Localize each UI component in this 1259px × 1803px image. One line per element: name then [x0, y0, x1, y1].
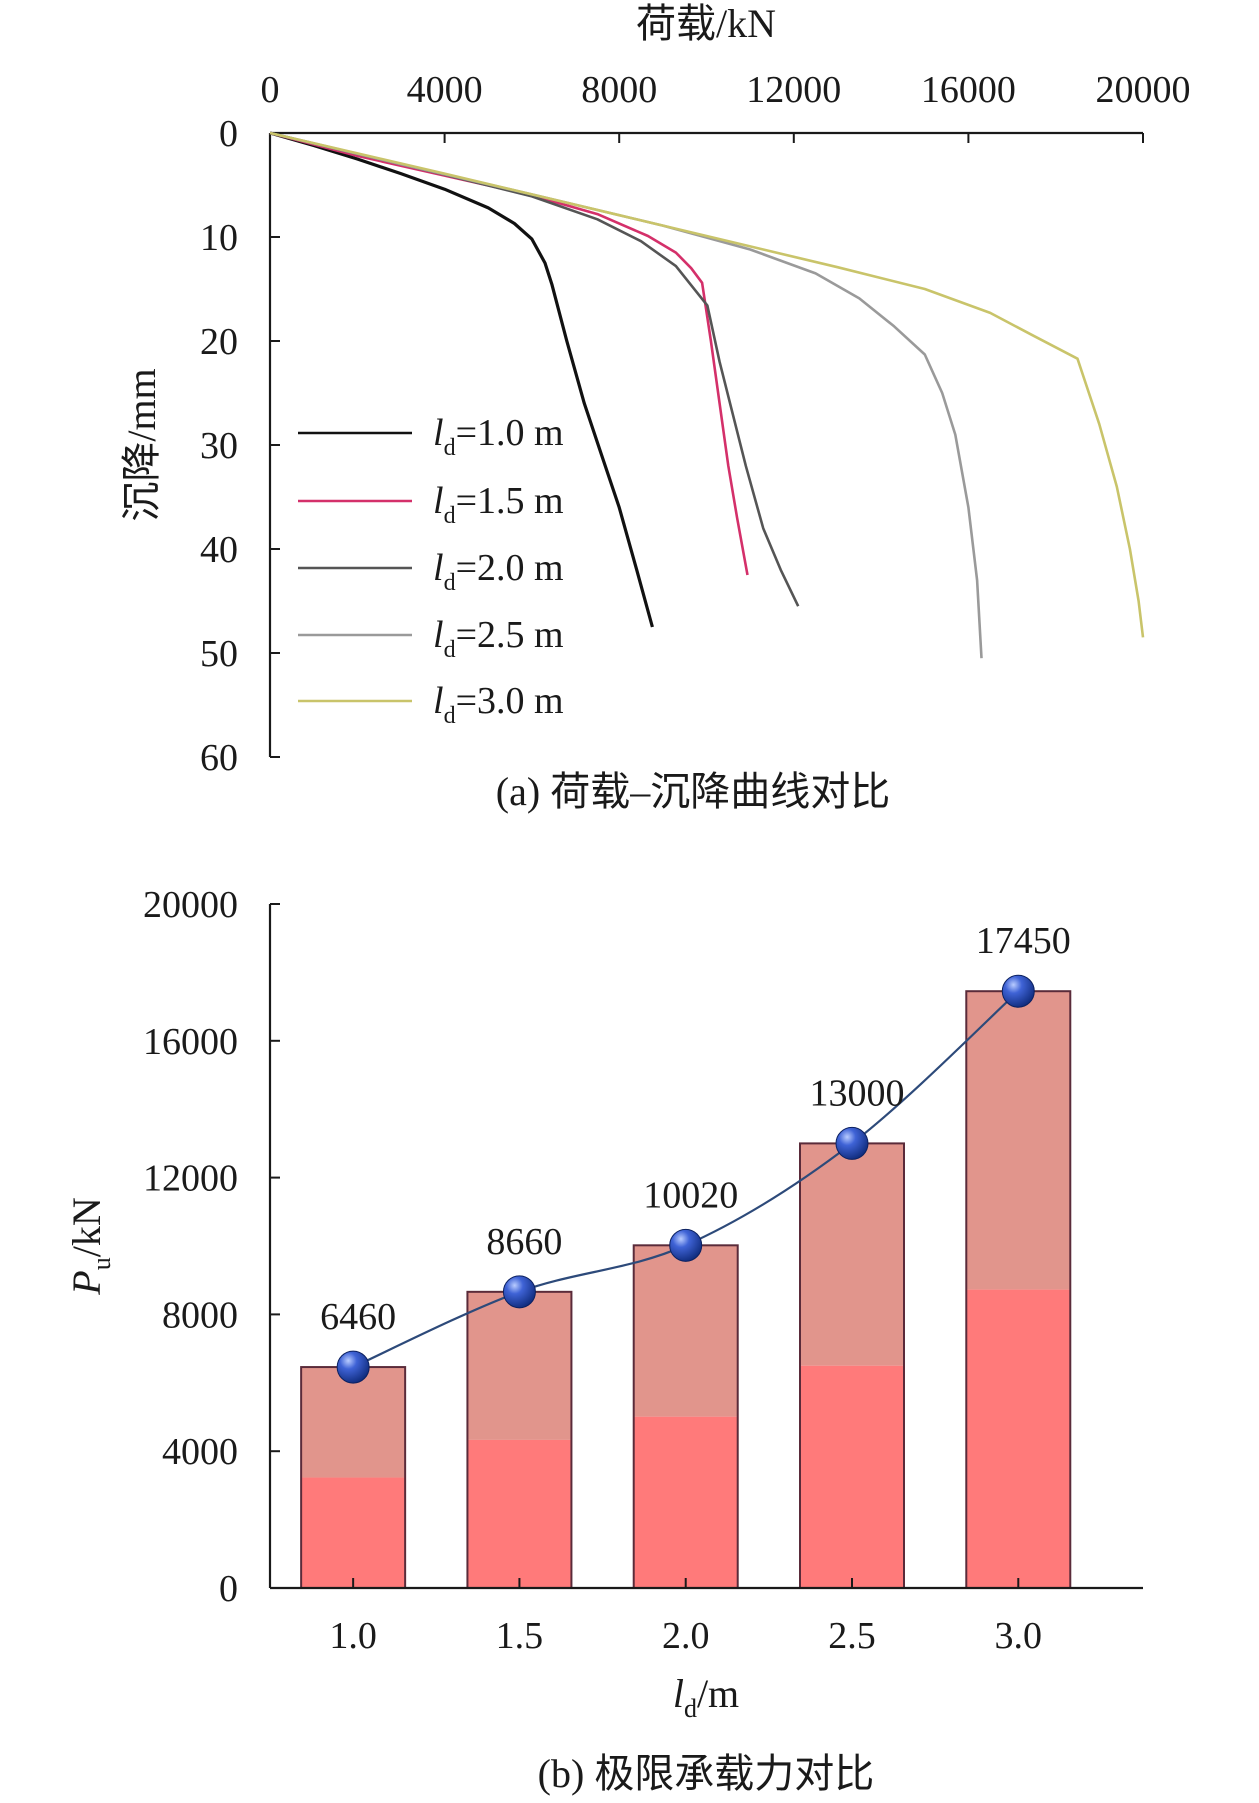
y-tick-label: 0 [219, 1568, 238, 1610]
legend-entry: ld=3.0 m [298, 680, 564, 729]
chart-b-data-labels: 6460 8660 10020 13000 17450 [320, 920, 1071, 1338]
y-tick-label: 12000 [143, 1158, 238, 1200]
data-marker [502, 1275, 536, 1309]
chart-b-caption: (b) 极限承载力对比 [538, 1751, 875, 1796]
bar-lower [301, 1477, 406, 1588]
chart-b-x-axis-title: ld/m [673, 1671, 739, 1723]
bar-lower [633, 1416, 738, 1588]
bar-upper [301, 1367, 406, 1478]
y-tick-label: 4000 [162, 1431, 238, 1473]
x-tick-label: 2.5 [828, 1615, 876, 1657]
data-marker [835, 1126, 869, 1160]
x-tick-label: 1.0 [329, 1615, 377, 1657]
x-tick-label: 4000 [407, 69, 483, 111]
chart-b-y-axis-title: Pu/kN [64, 1197, 116, 1295]
x-tick-label: 2.0 [662, 1615, 710, 1657]
legend-label: ld=2.0 m [433, 547, 564, 596]
chart-a: 0 4000 8000 12000 16000 20000 0 10 20 30 40 50 60 荷… [119, 1, 1191, 814]
bar-upper [467, 1291, 572, 1440]
legend-label: ld=1.0 m [433, 412, 564, 461]
chart-a-x-ticks: 0 4000 8000 12000 16000 20000 [261, 69, 1191, 143]
y-tick-label: 30 [200, 425, 238, 467]
x-tick-label: 12000 [746, 69, 841, 111]
data-marker [669, 1228, 703, 1262]
data-marker [1001, 974, 1035, 1008]
data-label: 10020 [643, 1174, 738, 1216]
chart-b-x-ticks: 1.0 1.5 2.0 2.5 3.0 [329, 1578, 1042, 1657]
y-tick-label: 40 [200, 529, 238, 571]
legend-entry: ld=2.5 m [298, 614, 564, 663]
x-tick-label: 8000 [581, 69, 657, 111]
x-tick-label: 0 [261, 69, 280, 111]
chart-a-x-axis-title: 荷载/kN [636, 1, 776, 46]
chart-a-legend: ld=1.0 m ld=1.5 m ld=2.0 m ld=2.5 m ld=3… [298, 412, 564, 729]
legend-label: ld=2.5 m [433, 614, 564, 663]
chart-b-plot-area: 0 4000 8000 12000 16000 20000 1.0 1.5 2.0 2.5 3.0… [143, 884, 1143, 1657]
y-tick-label: 8000 [162, 1294, 238, 1336]
legend-label: ld=3.0 m [433, 680, 564, 729]
chart-b-y-ticks: 0 4000 8000 12000 16000 20000 [143, 884, 280, 1610]
data-label: 6460 [320, 1296, 396, 1338]
legend-label: ld=1.5 m [433, 480, 564, 529]
y-tick-label: 10 [200, 217, 238, 259]
chart-a-caption: (a) 荷载–沉降曲线对比 [496, 769, 890, 814]
x-tick-label: 20000 [1096, 69, 1191, 111]
bar-lower [467, 1439, 572, 1588]
series-line [269, 131, 983, 659]
bar-lower [966, 1289, 1071, 1588]
bar-upper [800, 1143, 904, 1366]
x-tick-label: 1.5 [496, 1615, 544, 1657]
y-tick-label: 20 [200, 321, 238, 363]
legend-entry: ld=1.0 m [298, 412, 564, 461]
x-tick-label: 3.0 [995, 1615, 1043, 1657]
data-label: 13000 [810, 1072, 905, 1114]
series-line [269, 131, 1145, 638]
data-label: 8660 [486, 1221, 562, 1263]
series-line [269, 131, 654, 628]
y-tick-label: 20000 [143, 884, 238, 926]
series-line [269, 131, 800, 607]
legend-entry: ld=1.5 m [298, 480, 564, 529]
bar-upper [633, 1245, 738, 1417]
chart-a-y-ticks: 0 10 20 30 40 50 60 [200, 113, 280, 779]
y-tick-label: 50 [200, 633, 238, 675]
chart-a-series [269, 131, 1145, 659]
chart-a-plot-area: 0 4000 8000 12000 16000 20000 0 10 20 30 40 50 60 [200, 69, 1191, 779]
chart-b-trend [336, 974, 1035, 1384]
y-tick-label: 0 [219, 113, 238, 155]
chart-a-y-axis-title: 沉降/mm [119, 368, 164, 521]
bar-lower [800, 1365, 904, 1588]
chart-b-bars [300, 990, 1072, 1590]
y-tick-label: 60 [200, 737, 238, 779]
bar-upper [966, 991, 1071, 1290]
legend-entry: ld=2.0 m [298, 547, 564, 596]
data-label: 17450 [976, 920, 1071, 962]
y-tick-label: 16000 [143, 1021, 238, 1063]
chart-b: 0 4000 8000 12000 16000 20000 1.0 1.5 2.0 2.5 3.0… [64, 884, 1143, 1796]
data-marker [336, 1350, 370, 1384]
x-tick-label: 16000 [921, 69, 1016, 111]
